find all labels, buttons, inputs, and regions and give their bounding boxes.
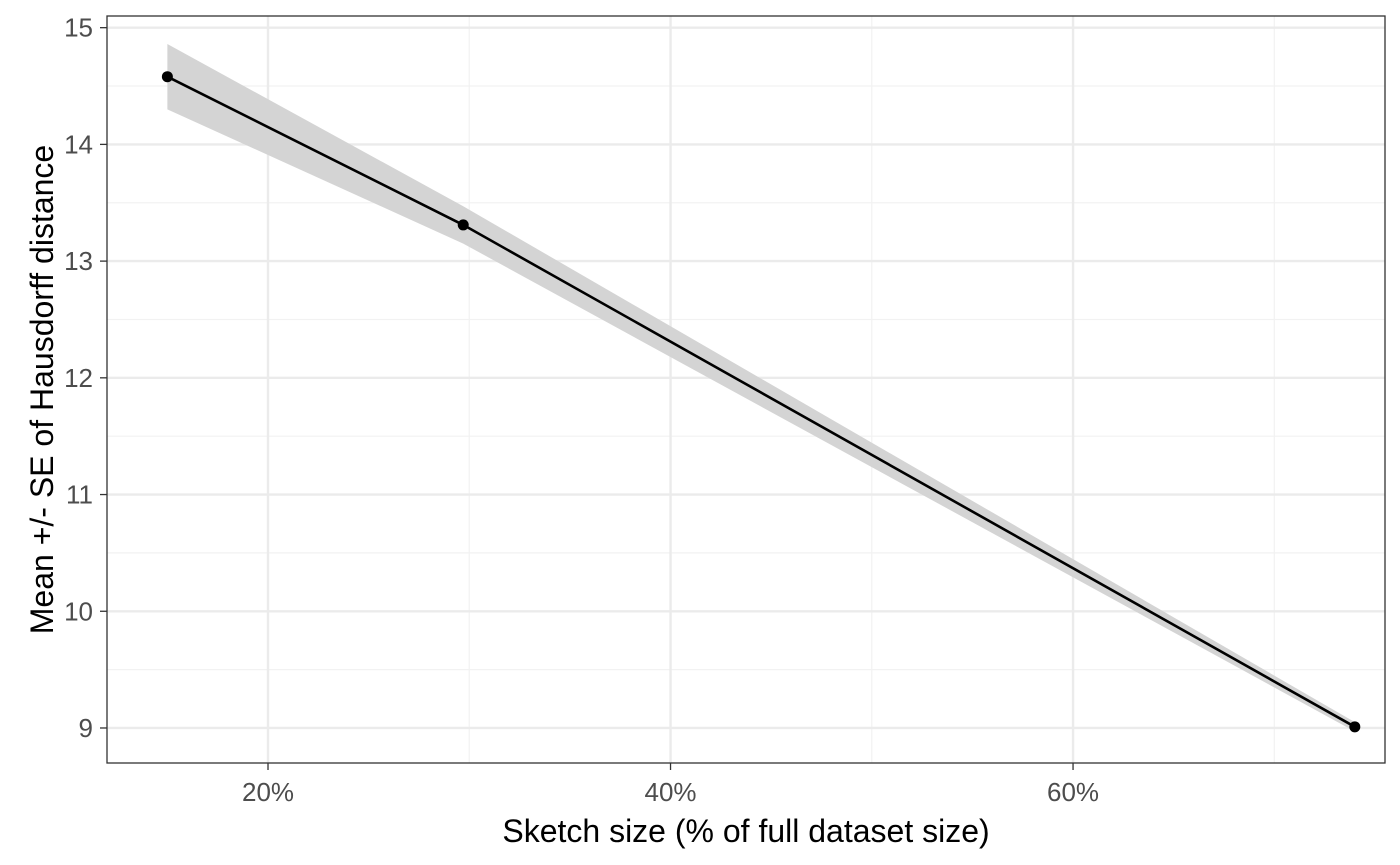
x-tick-label: 40% xyxy=(645,777,697,807)
y-tick-label: 10 xyxy=(64,596,93,626)
y-axis: 9 10 11 12 13 14 15 xyxy=(64,13,107,743)
y-tick-label: 14 xyxy=(64,129,93,159)
minor-gridlines xyxy=(107,16,1385,763)
se-band-layer xyxy=(167,44,1355,732)
data-points-layer xyxy=(161,71,1361,733)
data-point xyxy=(457,219,469,231)
panel-border xyxy=(106,15,1386,764)
y-tick-label: 12 xyxy=(64,363,93,393)
y-tick-label: 11 xyxy=(66,480,93,510)
data-point xyxy=(161,71,173,83)
y-tick-label: 9 xyxy=(79,713,93,743)
y-tick-label: 13 xyxy=(64,246,93,276)
major-gridlines xyxy=(107,16,1385,763)
x-tick-label: 60% xyxy=(1047,777,1099,807)
y-tick-label: 15 xyxy=(64,13,93,43)
data-point xyxy=(1349,721,1361,733)
x-axis-title: Sketch size (% of full dataset size) xyxy=(502,813,989,849)
y-axis-title: Mean +/- SE of Hausdorff distance xyxy=(24,145,60,634)
se-band xyxy=(167,44,1355,732)
x-tick-label: 20% xyxy=(242,777,294,807)
x-axis: 20% 40% 60% xyxy=(242,763,1099,807)
